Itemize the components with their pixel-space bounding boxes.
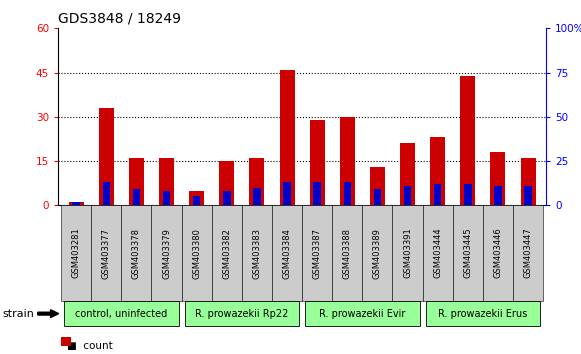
Text: GSM403387: GSM403387 (313, 228, 322, 279)
Bar (374, 189, 381, 205)
Bar (464, 184, 472, 205)
Bar (430, 137, 445, 205)
Bar (159, 158, 174, 205)
Text: GSM403388: GSM403388 (343, 228, 352, 279)
Text: GSM403281: GSM403281 (71, 228, 81, 279)
Bar (494, 186, 502, 205)
Text: GSM403380: GSM403380 (192, 228, 201, 279)
Text: GSM403377: GSM403377 (102, 228, 111, 279)
Bar (279, 70, 295, 205)
Text: GDS3848 / 18249: GDS3848 / 18249 (58, 12, 181, 26)
Text: GSM403445: GSM403445 (463, 228, 472, 279)
Bar (69, 202, 84, 205)
Text: GSM403389: GSM403389 (373, 228, 382, 279)
Text: GSM403447: GSM403447 (523, 228, 533, 279)
Bar (340, 117, 355, 205)
Text: GSM403378: GSM403378 (132, 228, 141, 279)
Bar (193, 196, 200, 205)
Bar (434, 184, 442, 205)
Text: GSM403446: GSM403446 (493, 228, 503, 279)
Bar (99, 108, 114, 205)
Bar (284, 182, 291, 205)
Bar (460, 75, 475, 205)
Text: strain: strain (3, 309, 35, 319)
Bar (132, 189, 140, 205)
Text: R. prowazekii Erus: R. prowazekii Erus (438, 309, 528, 319)
Bar (253, 188, 261, 205)
Bar (490, 152, 505, 205)
Bar (370, 167, 385, 205)
Bar (343, 182, 351, 205)
Bar (223, 191, 231, 205)
Text: GSM403379: GSM403379 (162, 228, 171, 279)
Text: R. prowazekii Evir: R. prowazekii Evir (319, 309, 406, 319)
Bar (73, 202, 80, 205)
Text: ■  count: ■ count (67, 341, 113, 350)
Text: GSM403383: GSM403383 (252, 228, 261, 279)
Text: GSM403391: GSM403391 (403, 228, 412, 279)
Text: R. prowazekii Rp22: R. prowazekii Rp22 (195, 309, 289, 319)
Bar (310, 120, 325, 205)
Bar (400, 143, 415, 205)
Text: control, uninfected: control, uninfected (75, 309, 167, 319)
Bar (163, 191, 170, 205)
Bar (313, 182, 321, 205)
Bar (249, 158, 264, 205)
Text: GSM403382: GSM403382 (223, 228, 231, 279)
Bar (189, 190, 204, 205)
Bar (404, 186, 411, 205)
Bar (521, 158, 536, 205)
Bar (102, 182, 110, 205)
Bar (129, 158, 144, 205)
Text: GSM403444: GSM403444 (433, 228, 442, 279)
Text: GSM403384: GSM403384 (282, 228, 292, 279)
Bar (219, 161, 234, 205)
Bar (524, 186, 532, 205)
